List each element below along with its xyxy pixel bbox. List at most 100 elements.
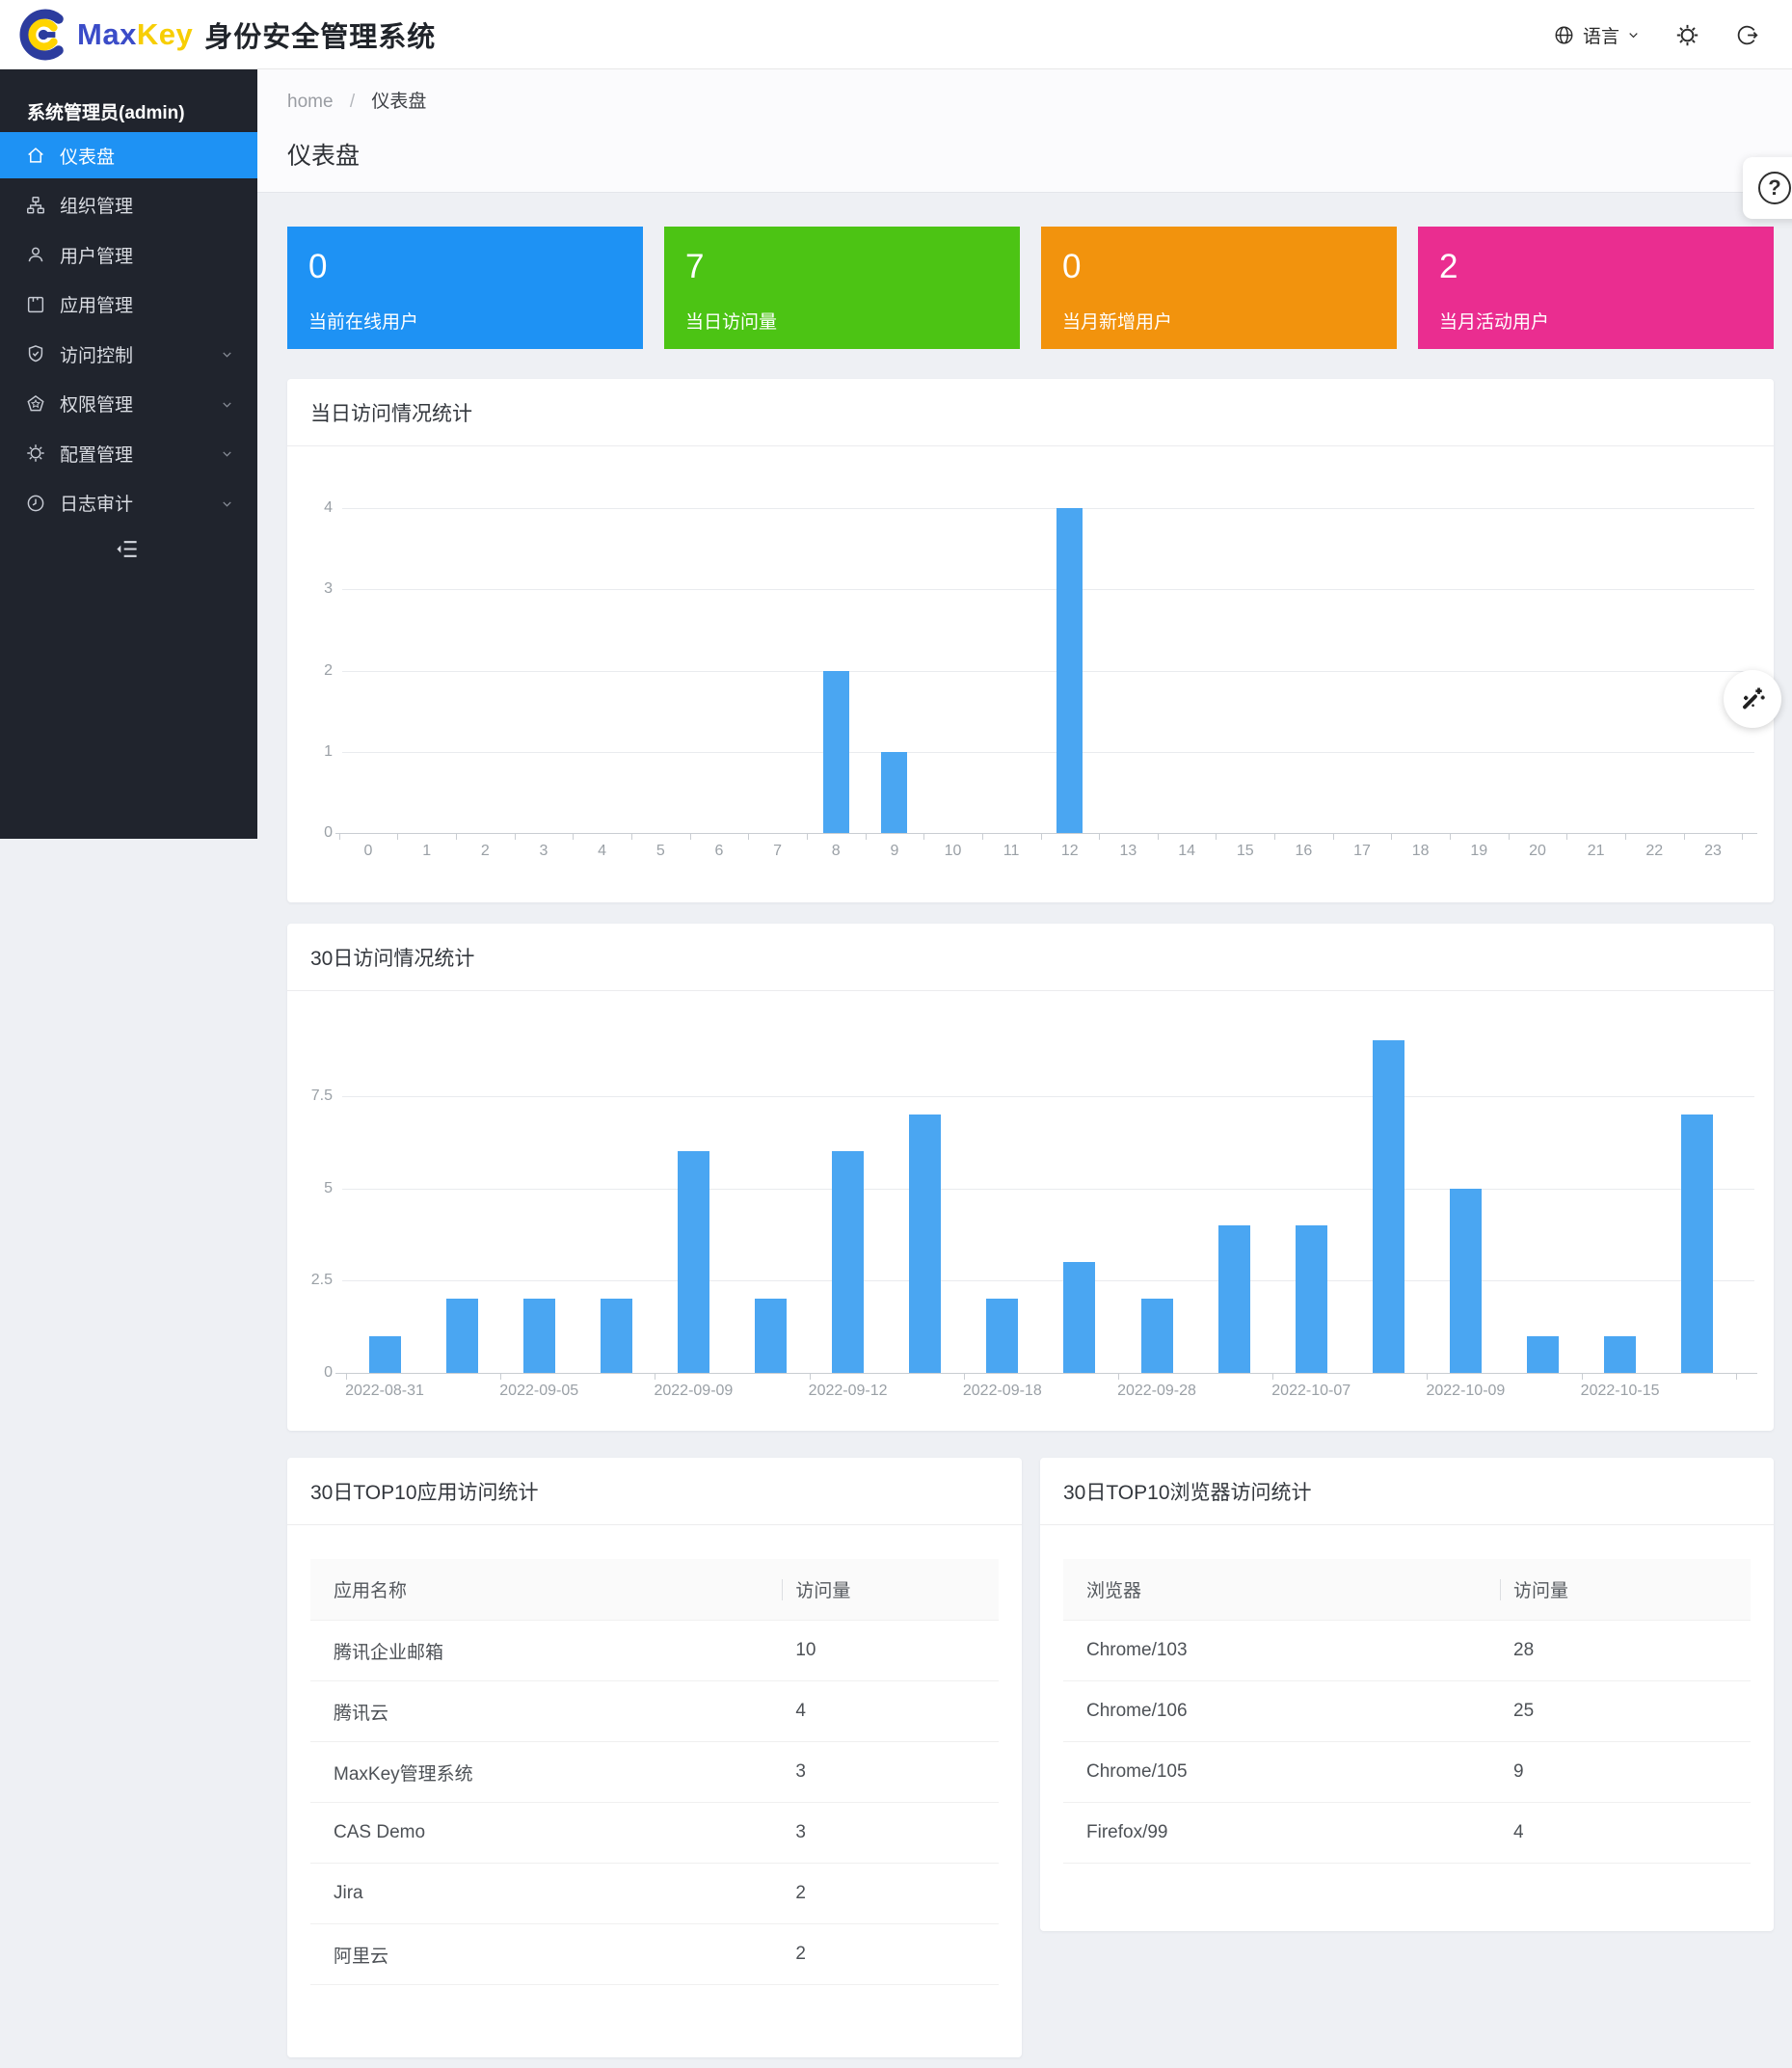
top-browsers-table-card: 30日TOP10浏览器访问统计 浏览器 访问量 Chrome/103 28 Chrome… xyxy=(1040,1458,1774,1931)
chart-bar xyxy=(1449,1188,1482,1373)
settings-gear-icon[interactable] xyxy=(1674,22,1700,48)
org-icon xyxy=(25,195,46,216)
chart-bar xyxy=(832,1151,865,1373)
stat-value: 7 xyxy=(685,248,705,285)
clock-icon xyxy=(25,493,46,514)
x-axis-label: 15 xyxy=(1236,843,1254,859)
chevron-down-icon xyxy=(220,446,234,461)
table-row: 阿里云 2 xyxy=(310,1924,999,1985)
header-actions: 语言 xyxy=(1553,0,1759,69)
table-cell-value: 25 xyxy=(1513,1701,1535,1721)
table-cell-value: 2 xyxy=(795,1883,806,1903)
x-axis-label: 8 xyxy=(831,843,841,859)
chart-bar xyxy=(986,1299,1019,1373)
x-axis-label: 2022-09-28 xyxy=(1117,1383,1196,1399)
stat-label: 当月活动用户 xyxy=(1439,312,1550,333)
x-axis-label: 0 xyxy=(363,843,373,859)
sidebar-menu: 仪表盘组织管理用户管理应用管理 访问控制权限管理配置管理日志审计 xyxy=(0,132,257,526)
table-cell-name: MaxKey管理系统 xyxy=(334,1763,473,1785)
sidebar-item-clock[interactable]: 日志审计 xyxy=(0,480,257,526)
table-row: MaxKey管理系统 3 xyxy=(310,1742,999,1803)
chevron-down-icon xyxy=(220,497,234,511)
table-cell-value: 4 xyxy=(1513,1822,1524,1842)
question-circle-icon: ? xyxy=(1758,172,1791,204)
menu-fold-icon xyxy=(114,536,257,562)
column-header: 访问量 xyxy=(795,1576,999,1602)
sidebar-item-permission[interactable]: 权限管理 xyxy=(0,381,257,427)
table-cell-name: Chrome/106 xyxy=(1086,1701,1188,1721)
sidebar-item-label: 日志审计 xyxy=(60,495,134,515)
maxkey-logo-icon xyxy=(19,9,64,60)
x-axis-label: 7 xyxy=(773,843,783,859)
sidebar-item-app[interactable]: 应用管理 xyxy=(0,282,257,328)
help-fab-button[interactable]: ? xyxy=(1743,157,1792,219)
chart-bar xyxy=(755,1299,787,1373)
breadcrumb-home[interactable]: home xyxy=(287,92,334,112)
x-axis-label: 21 xyxy=(1587,843,1605,859)
language-selector[interactable]: 语言 xyxy=(1553,22,1640,48)
x-axis-label: 16 xyxy=(1295,843,1313,859)
table-cell-name: Chrome/103 xyxy=(1086,1640,1188,1660)
top-apps-table: 应用名称 访问量 腾讯企业邮箱 10 腾讯云 4 MaxKey管理系统 3 CAS Demo 3 J… xyxy=(310,1559,999,1985)
table-row: Chrome/105 9 xyxy=(1063,1742,1751,1803)
magic-wand-icon xyxy=(1737,684,1768,714)
sidebar-item-label: 组织管理 xyxy=(60,197,134,217)
stat-card-1: 7 当日访问量 xyxy=(664,227,1020,349)
chart-bar xyxy=(445,1299,478,1373)
breadcrumb-current: 仪表盘 xyxy=(371,92,427,112)
x-axis-label: 23 xyxy=(1704,843,1722,859)
theme-fab-button[interactable] xyxy=(1724,670,1781,728)
chart-bar xyxy=(881,751,908,834)
sidebar-item-shield[interactable]: 访问控制 xyxy=(0,331,257,377)
x-axis-label: 22 xyxy=(1645,843,1664,859)
table-header-row: 应用名称 访问量 xyxy=(310,1559,999,1621)
system-title: 身份安全管理系统 xyxy=(204,21,437,53)
sidebar-item-org[interactable]: 组织管理 xyxy=(0,182,257,228)
x-axis-label: 13 xyxy=(1119,843,1137,859)
stat-cards-row: 0 当前在线用户 7 当日访问量 0 当月新增用户 2 当月活动用户 xyxy=(287,227,1774,349)
sidebar-item-label: 权限管理 xyxy=(60,395,134,416)
x-axis-label: 2022-09-05 xyxy=(499,1383,579,1399)
x-axis-label: 19 xyxy=(1470,843,1488,859)
x-axis-label: 5 xyxy=(655,843,665,859)
stat-value: 2 xyxy=(1439,248,1458,285)
sidebar-item-label: 用户管理 xyxy=(60,246,134,267)
sidebar: 系统管理员(admin) 仪表盘 组织管理 用户管理 应用管理 访问控制 权限管理 配置管理… xyxy=(0,69,257,839)
x-axis-label: 11 xyxy=(1003,843,1020,859)
chart-bar xyxy=(822,670,849,833)
table-cell-name: 腾讯云 xyxy=(334,1703,389,1724)
table-row: CAS Demo 3 xyxy=(310,1803,999,1864)
globe-icon xyxy=(1553,24,1575,46)
table-row: Firefox/99 4 xyxy=(1063,1803,1751,1864)
table-cell-name: Jira xyxy=(334,1883,363,1903)
stat-card-2: 0 当月新增用户 xyxy=(1041,227,1397,349)
x-axis-label: 10 xyxy=(944,843,962,859)
logout-icon[interactable] xyxy=(1735,23,1759,47)
sidebar-item-gear[interactable]: 配置管理 xyxy=(0,430,257,476)
sidebar-collapse-button[interactable] xyxy=(0,536,257,562)
table-row: Jira 2 xyxy=(310,1864,999,1924)
x-axis-label: 14 xyxy=(1178,843,1195,859)
page-title: 仪表盘 xyxy=(287,143,361,170)
chart-bar xyxy=(1217,1224,1250,1373)
top-browsers-table: 浏览器 访问量 Chrome/103 28 Chrome/106 25 Chrome/105… xyxy=(1063,1559,1751,1864)
user-icon xyxy=(25,244,46,265)
x-axis-label: 2022-09-12 xyxy=(808,1383,888,1399)
chevron-down-icon xyxy=(1627,29,1640,41)
table-cell-name: Chrome/105 xyxy=(1086,1761,1188,1782)
chart-bar xyxy=(677,1151,709,1373)
daily-visits-chart-card: 当日访问情况统计 0 1 2 3 4 0 1 2 3 4 5 6 7 8 9 10 11 12 13 14 15 16 17… xyxy=(287,379,1774,902)
sidebar-item-user[interactable]: 用户管理 xyxy=(0,231,257,278)
stat-value: 0 xyxy=(1062,248,1082,285)
top-browsers-table-title: 30日TOP10浏览器访问统计 xyxy=(1040,1458,1774,1525)
chart-bar xyxy=(1681,1114,1714,1373)
x-axis-label: 4 xyxy=(598,843,607,859)
content-header: home / 仪表盘 仪表盘 xyxy=(257,69,1792,193)
top-apps-table-card: 30日TOP10应用访问统计 应用名称 访问量 腾讯企业邮箱 10 腾讯云 4 MaxKey… xyxy=(287,1458,1022,2057)
sidebar-item-home[interactable]: 仪表盘 xyxy=(0,132,257,178)
x-axis-label: 17 xyxy=(1353,843,1371,859)
chart-bar xyxy=(522,1299,555,1373)
x-axis-label: 9 xyxy=(890,843,899,859)
column-header: 访问量 xyxy=(1513,1576,1751,1602)
